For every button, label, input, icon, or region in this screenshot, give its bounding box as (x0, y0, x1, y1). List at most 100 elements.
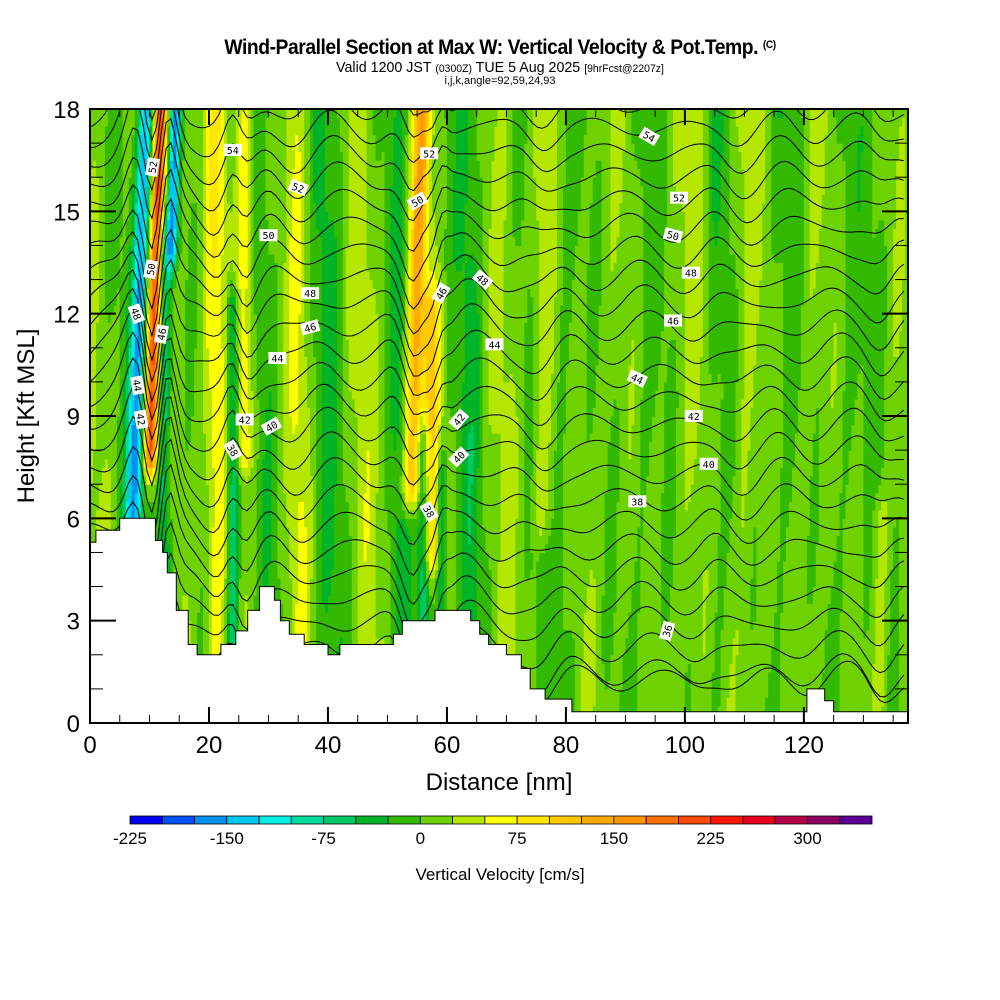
velocity-cell (503, 219, 508, 383)
contour-label-text: 42 (688, 412, 700, 423)
velocity-cell (610, 416, 615, 656)
velocity-cell (170, 202, 174, 255)
velocity-cell (684, 109, 689, 511)
velocity-cell (420, 373, 424, 409)
velocity-cell (357, 109, 362, 723)
velocity-cell (759, 279, 763, 723)
velocity-cell (173, 254, 177, 264)
theta-contour-line (90, 357, 905, 442)
velocity-cell (551, 109, 555, 374)
contour-label: 52 (145, 157, 160, 177)
velocity-cell (899, 126, 903, 332)
velocity-cell (705, 569, 710, 596)
velocity-cell (771, 254, 775, 647)
velocity-cell (768, 109, 772, 673)
velocity-cell (714, 381, 719, 613)
velocity-cell (777, 109, 781, 119)
velocity-cell (119, 109, 124, 238)
velocity-cell (164, 202, 168, 221)
velocity-cell (720, 398, 725, 630)
contour-label-text: 54 (640, 130, 656, 146)
velocity-cell (414, 433, 418, 485)
velocity-cell (128, 109, 133, 178)
velocity-cell (366, 543, 371, 723)
velocity-cell (149, 305, 154, 340)
velocity-cell (423, 109, 427, 170)
velocity-cell (774, 109, 778, 264)
velocity-cell (307, 109, 311, 409)
contour-label-text: 50 (410, 195, 426, 211)
colorbar-swatch (161, 815, 195, 825)
velocity-cell (137, 168, 142, 212)
velocity-cell (173, 288, 177, 698)
velocity-cell (298, 109, 302, 153)
velocity-cell (735, 629, 740, 656)
velocity-cell (423, 492, 427, 562)
velocity-cell (152, 458, 157, 468)
velocity-cell (164, 134, 168, 153)
velocity-cell (384, 509, 389, 656)
velocity-cell (607, 680, 612, 723)
velocity-cell (423, 288, 427, 357)
velocity-cell (104, 126, 109, 315)
velocity-cell (414, 484, 418, 502)
velocity-cell (137, 126, 142, 170)
velocity-cell (872, 509, 876, 664)
velocity-cell (583, 134, 588, 613)
velocity-cell (217, 109, 222, 136)
theta-contour-line (90, 463, 904, 576)
velocity-cell (896, 160, 900, 357)
velocity-cell (554, 296, 558, 451)
velocity-cell (530, 552, 534, 571)
velocity-cell (777, 561, 781, 716)
velocity-cell (155, 305, 159, 340)
velocity-cell (676, 390, 680, 409)
velocity-cell (143, 467, 148, 477)
velocity-cell (146, 185, 151, 221)
velocity-cell (131, 236, 136, 281)
velocity-cell (429, 109, 433, 153)
colorbar-swatch (290, 815, 324, 825)
theta-contour-line (90, 396, 904, 488)
velocity-cell (203, 109, 207, 434)
velocity-cell (577, 109, 582, 212)
velocity-cell (212, 467, 216, 528)
contour-label-bg (419, 500, 439, 523)
velocity-cell (762, 202, 766, 723)
velocity-cell (158, 211, 162, 229)
velocity-cell (783, 561, 787, 723)
velocity-cell (720, 381, 725, 400)
velocity-cell (277, 109, 281, 579)
velocity-cell (488, 424, 493, 571)
velocity-cell (93, 160, 97, 451)
velocity-cell (420, 305, 424, 374)
velocity-cell (687, 109, 692, 502)
velocity-cell (902, 279, 906, 723)
velocity-cell (479, 109, 484, 178)
velocity-cell (411, 228, 415, 494)
contour-label-text: 40 (264, 420, 280, 436)
velocity-cell (458, 109, 463, 272)
velocity-cell (426, 126, 430, 195)
velocity-cell (313, 109, 317, 204)
velocity-cell (414, 390, 418, 434)
velocity-cell (116, 288, 121, 417)
velocity-cell (774, 262, 778, 613)
velocity-cell (536, 526, 540, 562)
velocity-cell (93, 109, 97, 161)
velocity-cell (292, 433, 296, 723)
velocity-cell (125, 305, 130, 374)
velocity-cell (717, 109, 722, 221)
velocity-cell (890, 109, 894, 571)
velocity-cell (170, 288, 174, 391)
velocity-cell (482, 526, 487, 681)
velocity-cell (598, 109, 603, 161)
velocity-cell (310, 475, 314, 579)
velocity-cell (750, 407, 754, 579)
velocity-cell (830, 109, 835, 366)
velocity-cell (741, 526, 745, 723)
velocity-cell (800, 109, 805, 119)
velocity-cell (226, 202, 231, 272)
velocity-cell (551, 518, 555, 723)
velocity-cell (435, 569, 439, 579)
